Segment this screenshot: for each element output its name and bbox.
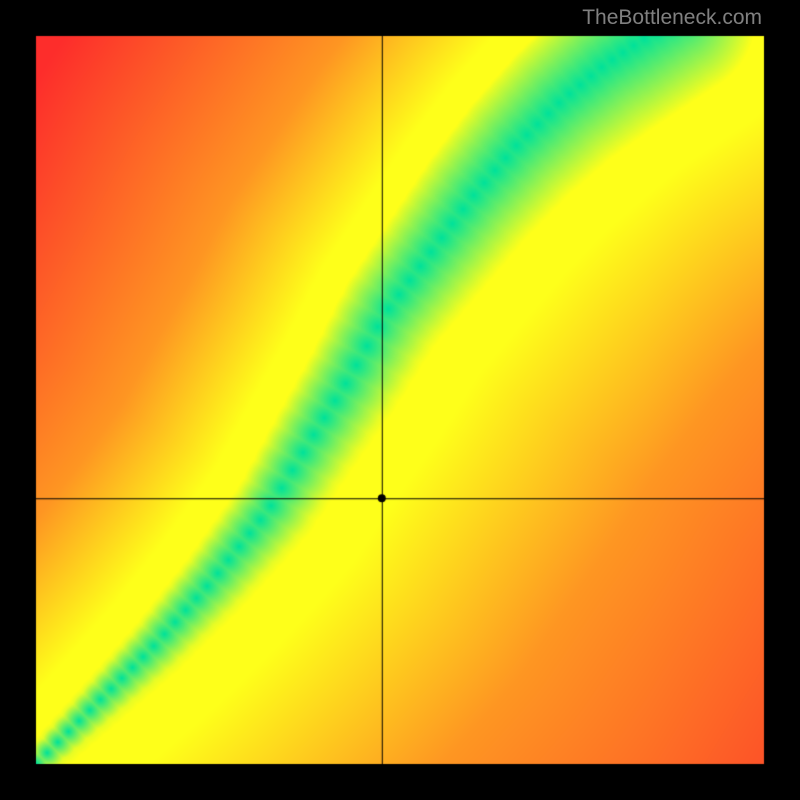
heatmap-canvas — [0, 0, 800, 800]
chart-container: TheBottleneck.com — [0, 0, 800, 800]
watermark-text: TheBottleneck.com — [582, 6, 762, 30]
